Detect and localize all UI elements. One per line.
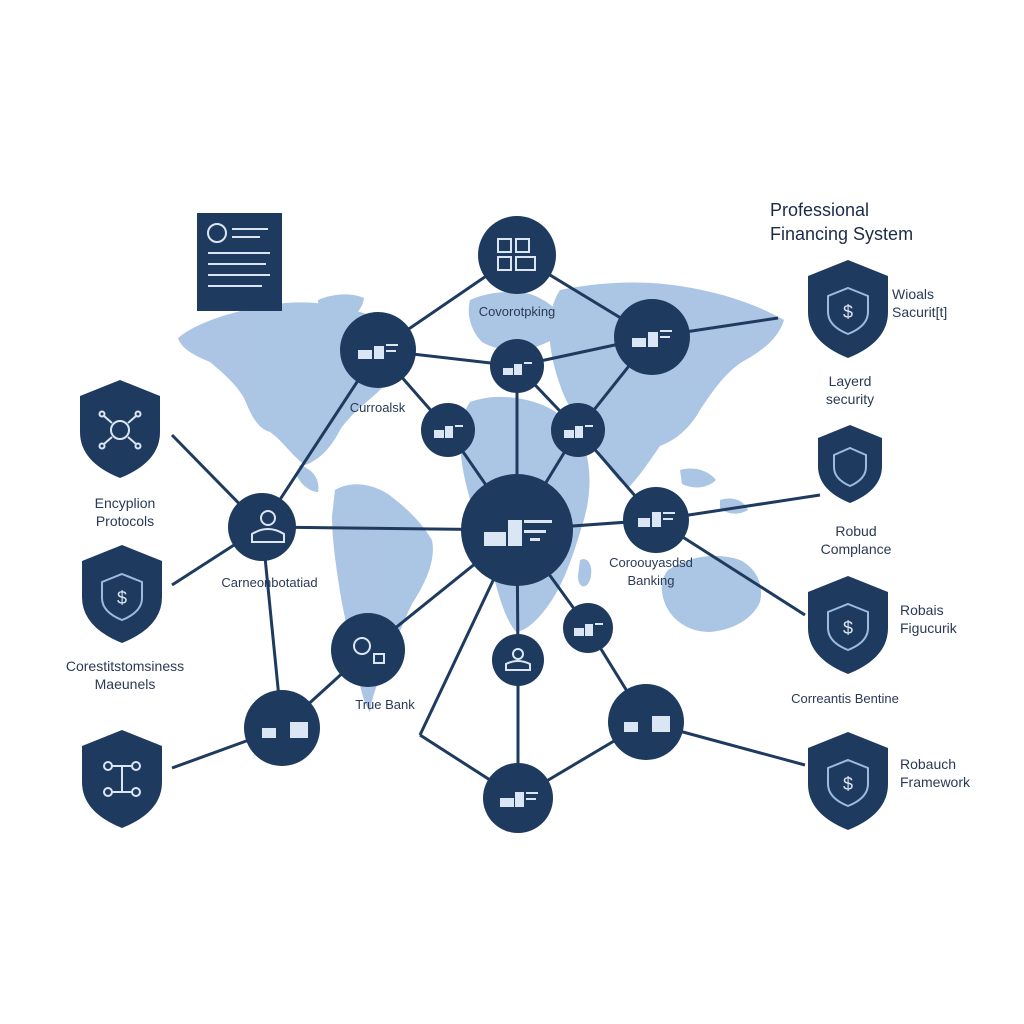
bank-node-icon: [503, 362, 532, 375]
diagram-title: Professional Financing System: [770, 198, 913, 246]
node-lower-left[interactable]: [244, 690, 320, 766]
label-center-right-line-2: Banking: [627, 573, 675, 588]
label-center-right: Coroouyasdsd Banking: [596, 554, 706, 590]
document-icon: [197, 213, 282, 311]
shield-network-icon: [80, 380, 160, 478]
label-top-node: Covorotpking: [478, 304, 556, 319]
node-left[interactable]: [228, 493, 296, 561]
label-left-node: Carneonbotatiad: [221, 575, 318, 590]
title-line-2: Financing System: [770, 224, 914, 244]
node-mid-right[interactable]: [551, 403, 605, 457]
node-right[interactable]: [623, 487, 689, 553]
node-lower-right[interactable]: [608, 684, 684, 760]
bank-node-icon: [632, 330, 672, 347]
svg-text:$: $: [843, 774, 853, 794]
network-nodes: [228, 216, 690, 833]
svg-text:$: $: [117, 588, 127, 608]
bank-node-icon: [574, 623, 603, 636]
label-upper-left-node: Curroalsk: [349, 400, 406, 415]
label-robud-compliance: Robud Complance: [796, 522, 916, 558]
label-cors-measures: Corestitstomsiness Maeunels: [40, 657, 210, 693]
label-encryption-line-2: Protocols: [95, 513, 155, 529]
label-cors-line-2: Maeunels: [94, 676, 156, 692]
node-center-top[interactable]: [490, 339, 544, 393]
node-mid-left[interactable]: [421, 403, 475, 457]
user-node-icon: [505, 648, 531, 671]
label-robauch-framework: Robauch Framework: [900, 755, 1000, 791]
label-layered-line-1: Layerd: [828, 373, 872, 389]
label-wioals-line-1: Wioals: [892, 286, 935, 302]
node-bottom[interactable]: [483, 763, 553, 833]
bank-node-icon: [358, 344, 398, 359]
bank-node-icon: [484, 520, 552, 546]
bank-node-icon: [564, 425, 593, 438]
gear-lock-icon: [353, 637, 385, 664]
svg-text:$: $: [843, 302, 853, 322]
label-robauch-line-1: Robauch: [900, 756, 957, 772]
node-small-right[interactable]: [563, 603, 613, 653]
title-line-1: Professional: [770, 200, 870, 220]
label-layered-line-2: security: [825, 391, 875, 407]
label-robud-line-1: Robud: [835, 523, 877, 539]
shield-dollar-icon: $: [808, 260, 888, 358]
shield-network-icon: [82, 730, 162, 828]
bank-node-icon: [434, 425, 463, 438]
label-robud-line-2: Complance: [820, 541, 892, 557]
node-small-user[interactable]: [492, 634, 544, 686]
label-layered-security: Layerd security: [800, 372, 900, 408]
svg-text:$: $: [843, 618, 853, 638]
label-correantis-bentine: Correantis Bentine: [791, 691, 899, 706]
label-wioals-line-2: Sacurit[t]: [892, 304, 948, 320]
bank-node-icon: [262, 722, 308, 738]
bank-node-icon: [638, 512, 675, 527]
label-encryption-line-1: Encyplion: [94, 495, 156, 511]
node-true-bank[interactable]: [331, 613, 405, 687]
bank-node-icon: [500, 792, 538, 807]
label-true-bank: True Bank: [355, 697, 415, 712]
node-upper-left[interactable]: [340, 312, 416, 388]
building-grid-icon: [497, 238, 536, 271]
user-node-icon: [251, 510, 285, 543]
label-center-right-line-1: Coroouyasdsd: [609, 555, 693, 570]
label-robais: Robais Figucurik: [900, 601, 990, 637]
label-robais-line-2: Figucurik: [900, 620, 957, 636]
label-encryption-protocols: Encyplion Protocols: [60, 494, 190, 530]
node-top[interactable]: [478, 216, 556, 294]
bank-node-icon: [624, 716, 670, 732]
shield-icon: [818, 425, 882, 503]
node-center-hub[interactable]: [461, 474, 573, 586]
shield-dollar-icon: $: [808, 732, 888, 830]
label-wioals-security: Wioals Sacurit[t]: [892, 285, 982, 321]
label-cors-line-1: Corestitstomsiness: [65, 658, 185, 674]
shield-dollar-icon: $: [82, 545, 162, 643]
label-robauch-line-2: Framework: [900, 774, 971, 790]
label-robais-line-1: Robais: [900, 602, 944, 618]
node-upper-right[interactable]: [614, 299, 690, 375]
shield-dollar-icon: $: [808, 576, 888, 674]
